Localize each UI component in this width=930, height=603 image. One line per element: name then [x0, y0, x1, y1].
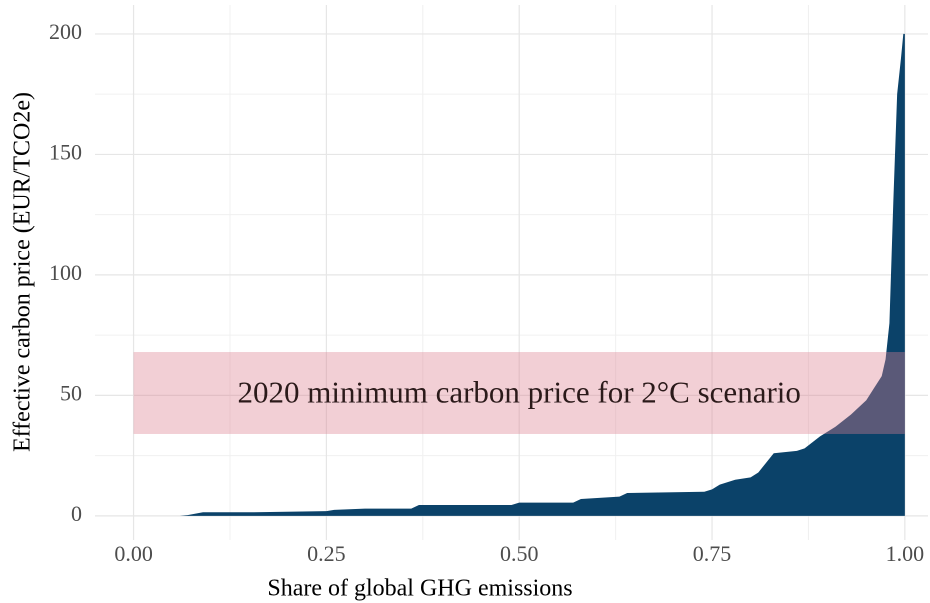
x-tick-label: 0.50: [500, 541, 539, 566]
x-tick-label: 0.00: [114, 541, 153, 566]
x-axis-title: Share of global GHG emissions: [267, 576, 572, 602]
band: [133, 352, 905, 434]
y-tick-label: 200: [49, 19, 82, 44]
y-tick-label: 100: [49, 260, 82, 285]
x-tick-label: 0.75: [693, 541, 732, 566]
y-axis-title: Effective carbon price (EUR/TCO2e): [10, 92, 36, 452]
y-tick-label: 0: [71, 501, 82, 526]
area: [133, 33, 905, 516]
x-tick-label: 1.00: [886, 541, 925, 566]
annotation: 2020 minimum carbon price for 2°C scenar…: [238, 375, 801, 410]
y-tick-label: 150: [49, 139, 82, 164]
x-tick-label: 0.25: [307, 541, 346, 566]
y-tick-label: 50: [60, 380, 82, 405]
